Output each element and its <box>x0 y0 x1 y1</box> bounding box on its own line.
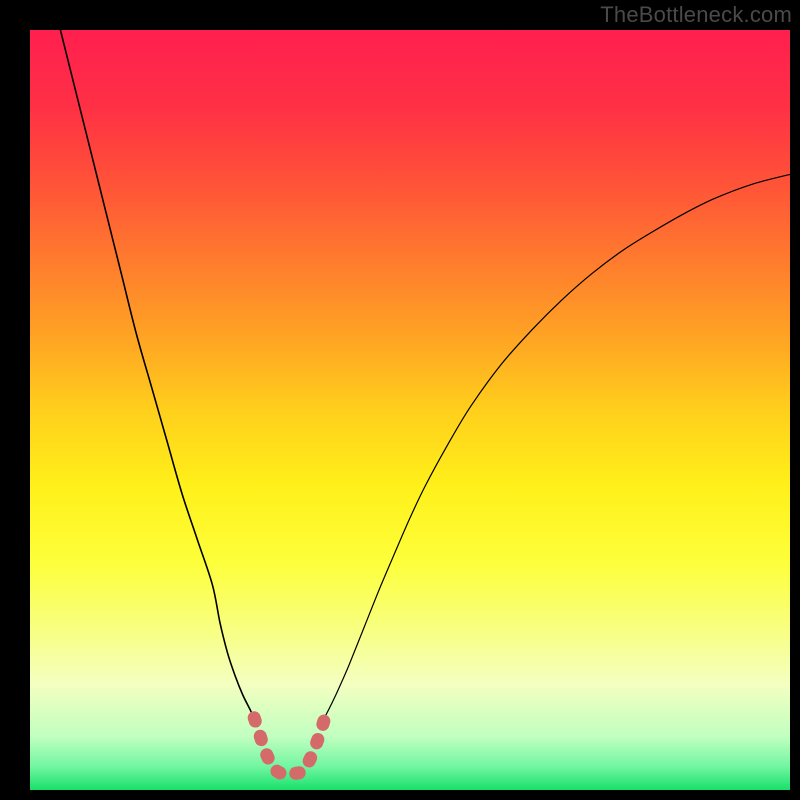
bottleneck-chart <box>0 0 800 800</box>
watermark-text: TheBottleneck.com <box>600 2 792 28</box>
chart-plot-area <box>30 30 790 790</box>
